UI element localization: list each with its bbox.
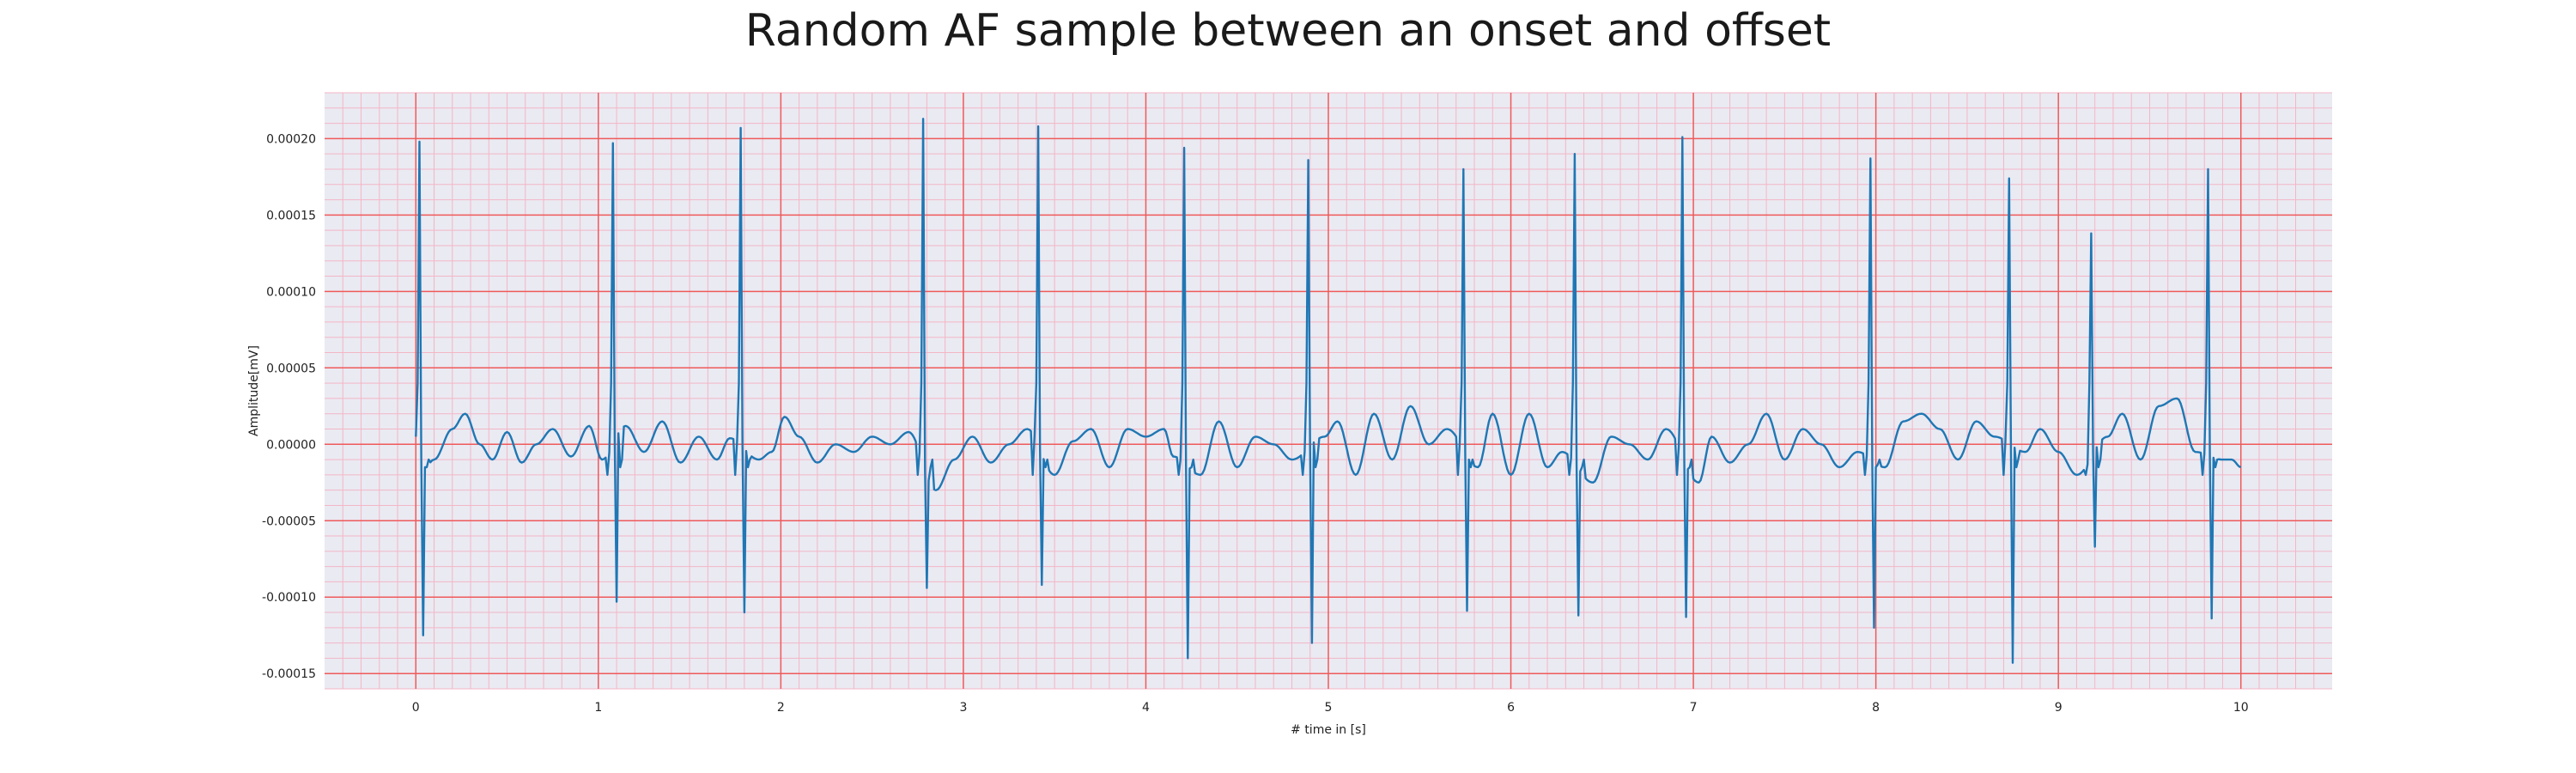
x-tick-label: 9 [2055,701,2063,715]
y-tick-label: 0.00000 [266,438,316,452]
y-tick-label: -0.00005 [262,514,316,528]
x-tick-label: 3 [959,701,967,715]
major-grid [325,93,2332,689]
x-tick-label: 10 [2233,701,2249,715]
x-axis-label: # time in [s] [1291,723,1366,737]
x-tick-label: 7 [1690,701,1698,715]
y-tick-label: 0.00020 [266,132,316,146]
x-tick-label: 1 [594,701,602,715]
x-tick-label: 4 [1142,701,1150,715]
x-axis-ticks: 0 1 2 3 4 5 6 7 8 9 10 [412,701,2249,715]
y-tick-label: 0.00005 [266,362,316,375]
x-tick-label: 8 [1872,701,1880,715]
y-axis-ticks: -0.00015 -0.00010 -0.00005 0.00000 0.00005 0.… [262,132,316,681]
y-axis-label: Amplitude[mV] [247,345,261,436]
y-tick-label: 0.00010 [266,285,316,299]
y-tick-label: 0.00015 [266,209,316,222]
y-tick-label: -0.00010 [262,591,316,605]
x-tick-label: 6 [1507,701,1515,715]
y-tick-label: -0.00015 [262,667,316,681]
x-tick-label: 2 [777,701,785,715]
ecg-signal-line [415,118,2242,664]
x-tick-label: 0 [412,701,420,715]
x-tick-label: 5 [1325,701,1333,715]
chart-title: Random AF sample between an onset and of… [744,5,1832,57]
